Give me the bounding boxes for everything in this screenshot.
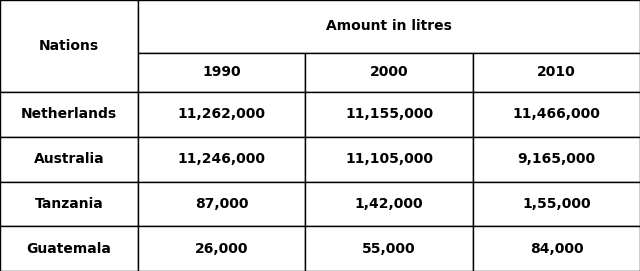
Text: Amount in litres: Amount in litres [326,20,452,33]
Bar [0,226,138,271]
Text: Nations: Nations [39,39,99,53]
Text: Netherlands: Netherlands [20,108,117,121]
Text: 11,105,000: 11,105,000 [345,152,433,166]
Bar [0,182,138,226]
Text: 26,000: 26,000 [195,242,248,256]
Bar [305,182,473,226]
Bar [305,53,473,92]
Bar [138,0,640,53]
Bar [473,53,640,92]
Bar [138,182,305,226]
Text: 84,000: 84,000 [530,242,583,256]
Bar [138,226,305,271]
Bar [305,226,473,271]
Text: 9,165,000: 9,165,000 [517,152,596,166]
Text: 11,466,000: 11,466,000 [513,108,600,121]
Text: 11,246,000: 11,246,000 [177,152,266,166]
Text: Tanzania: Tanzania [35,197,103,211]
Text: 1,42,000: 1,42,000 [355,197,424,211]
Bar [138,137,305,182]
Bar [473,92,640,137]
Bar [0,137,138,182]
Text: Australia: Australia [33,152,104,166]
Bar [138,53,305,92]
Text: 2000: 2000 [370,66,408,79]
Text: 11,262,000: 11,262,000 [177,108,266,121]
Bar [473,182,640,226]
Bar [0,0,138,92]
Text: Guatemala: Guatemala [26,242,111,256]
Text: 55,000: 55,000 [362,242,416,256]
Bar [138,92,305,137]
Text: 1990: 1990 [202,66,241,79]
Text: 11,155,000: 11,155,000 [345,108,433,121]
Text: 1,55,000: 1,55,000 [522,197,591,211]
Text: 2010: 2010 [537,66,576,79]
Bar [473,137,640,182]
Bar [305,92,473,137]
Bar [473,226,640,271]
Bar [305,137,473,182]
Text: 87,000: 87,000 [195,197,248,211]
Bar [0,92,138,137]
